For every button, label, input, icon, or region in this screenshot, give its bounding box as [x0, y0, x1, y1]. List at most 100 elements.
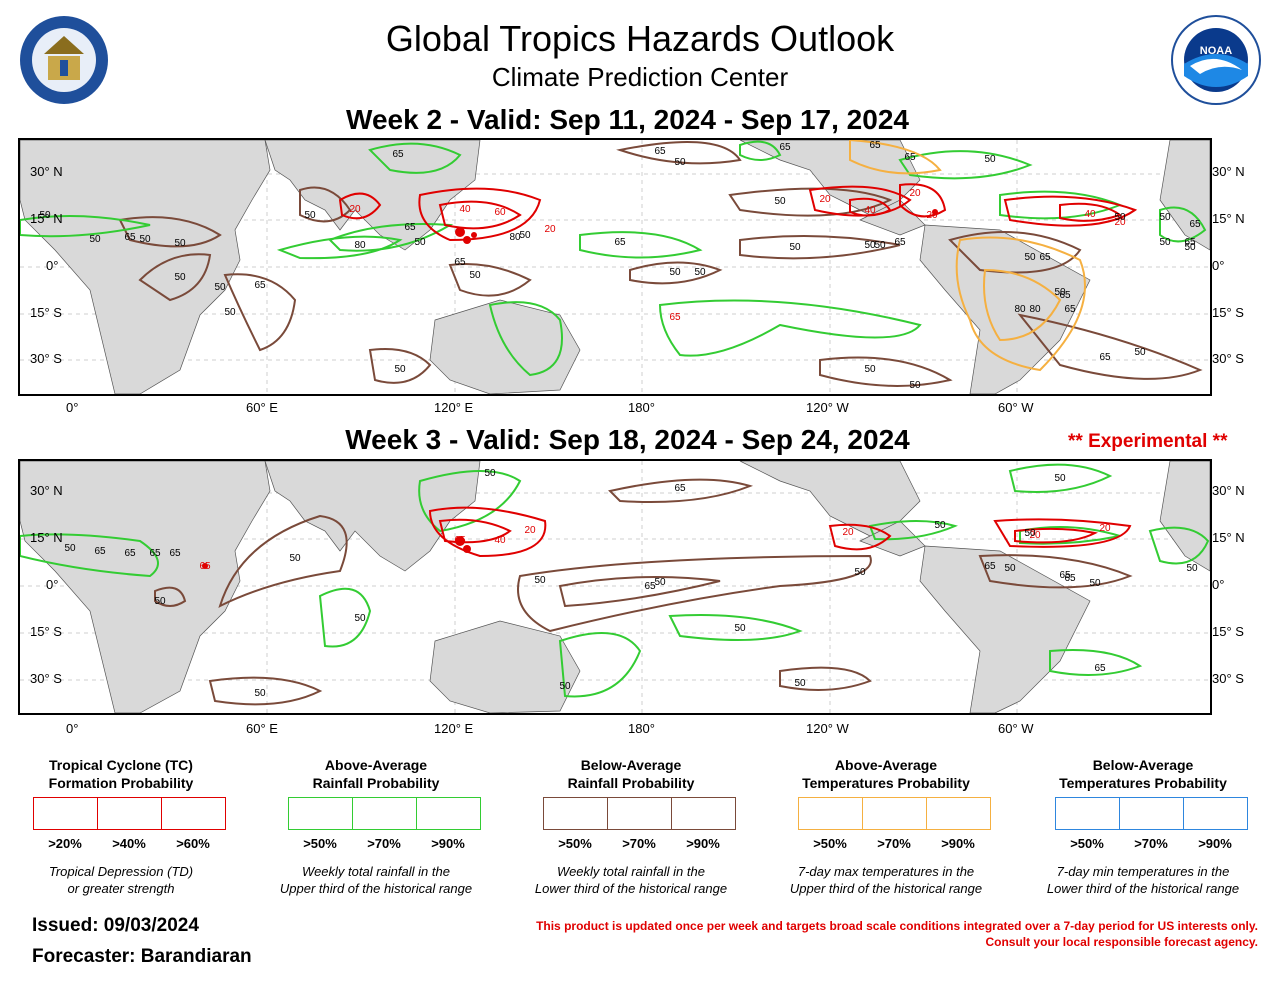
- contour-label-wet: 80: [354, 240, 366, 251]
- legend-swatch-2: [543, 797, 736, 830]
- contour-label-tc: 20: [349, 204, 361, 215]
- legend-level-label: >40%: [112, 836, 146, 851]
- forecaster-name: Forecaster: Barandiaran: [32, 946, 252, 967]
- legend-desc-line1-4: 7-day min temperatures in the: [1056, 864, 1230, 879]
- week2-lat-right-15n: 15° N: [1212, 211, 1245, 226]
- contour-label-dry: 50: [694, 267, 706, 278]
- contour-label-dry: 50: [789, 242, 801, 253]
- legend-title-line1-1: Above-Average: [324, 757, 428, 773]
- page-title: Global Tropics Hazards Outlook: [385, 18, 895, 59]
- contour-label-dry: 65: [1064, 573, 1076, 584]
- legend-title-line1-0: Tropical Cyclone (TC): [49, 757, 193, 773]
- legend-title-line1-2: Below-Average: [580, 757, 682, 773]
- legend-swatch-box: [352, 797, 416, 830]
- contour-label-wet: 50: [984, 154, 996, 165]
- contour-label-tc: 40: [494, 535, 506, 546]
- legend-swatch-box: [607, 797, 671, 830]
- contour-label-warm: 65: [869, 140, 881, 151]
- legend-level-label: >70%: [1134, 836, 1168, 851]
- legend-title-1: Above-Average Rainfall Probability: [266, 756, 486, 792]
- week2-lon-120e: 120° E: [434, 400, 474, 415]
- contour-label-wet: 50: [1114, 212, 1126, 223]
- contour-label-wet: 65: [392, 149, 404, 160]
- week3-lon-0: 0°: [66, 721, 79, 736]
- contour-label-tc: 40: [1084, 209, 1096, 220]
- legend-level-label: >50%: [1070, 836, 1104, 851]
- issued-date: Issued: 09/03/2024: [32, 915, 199, 936]
- week3-lat-right-15s: 15° S: [1212, 624, 1244, 639]
- week2-map: 20 40 60 20 20 40 20 20 40 20 65 65 65 50 50 50 80 65 80 65…: [18, 138, 1212, 396]
- contour-label-dry: 65: [1099, 352, 1111, 363]
- legend-levels-1: >50% >70% >90%: [288, 836, 480, 851]
- week3-lat-right-30s: 30° S: [1212, 671, 1244, 686]
- week2-lon-60e: 60° E: [246, 400, 278, 415]
- contour-label-wet: 80: [509, 232, 521, 243]
- page-subtitle: Climate Prediction Center: [491, 62, 789, 92]
- contour-label-dry: 65: [1059, 570, 1071, 581]
- contour-label-tc: 40: [864, 205, 876, 216]
- contour-label-tc: 20: [842, 527, 854, 538]
- contour-label-dry: 50: [669, 267, 681, 278]
- legend-level-label: >20%: [48, 836, 82, 851]
- legend-swatch-3: [798, 797, 991, 830]
- legend-level-label: >70%: [367, 836, 401, 851]
- contour-label-dry: 50: [794, 678, 806, 689]
- contour-label-dry: 50: [909, 380, 921, 391]
- contour-label-wet: 65: [779, 142, 791, 153]
- legend-title-3: Above-Average Temperatures Probability: [776, 756, 996, 792]
- legend-desc-line2-2: Lower third of the historical range: [534, 881, 728, 896]
- week2-lat-right-0: 0°: [1212, 258, 1225, 273]
- contour-label-wet: 50: [1159, 212, 1171, 223]
- contour-label-wet: 65: [894, 237, 906, 248]
- contour-label-dry: 50: [154, 596, 166, 607]
- contour-label-dry: 65: [654, 146, 666, 157]
- legend-level-label: >90%: [1198, 836, 1232, 851]
- contour-label-wet: 50: [734, 623, 746, 634]
- contour-label-warm: 65: [904, 152, 916, 163]
- week3-lat-right-15n: 15° N: [1212, 530, 1245, 545]
- contour-label-wet: 65: [94, 546, 106, 557]
- noaa-logo-text: NOAA: [1200, 45, 1232, 57]
- contour-label-wet: 50: [1186, 563, 1198, 574]
- legend-swatch-box: [1055, 797, 1119, 830]
- contour-label-wet: 50: [484, 468, 496, 479]
- contour-label-dry: 50: [394, 364, 406, 375]
- contour-label-dry: 50: [304, 210, 316, 221]
- contour-label-tc: 20: [909, 188, 921, 199]
- contour-label-wet: 50: [64, 543, 76, 554]
- legend-title-0: Tropical Cyclone (TC) Formation Probabili…: [11, 756, 231, 792]
- legend-swatch-box: [1119, 797, 1183, 830]
- contour-label-tc: 65: [454, 535, 466, 546]
- legend-level-label: >70%: [877, 836, 911, 851]
- legend-desc-line1-1: Weekly total rainfall in the: [302, 864, 450, 879]
- contour-label-wet: 65: [124, 548, 136, 559]
- week2-title: Week 2 - Valid: Sep 11, 2024 - Sep 17, 2…: [346, 104, 909, 135]
- contour-label-wet: 65: [169, 548, 181, 559]
- week3-lat-right-30n: 30° N: [1212, 483, 1245, 498]
- legend-title-line2-2: Rainfall Probability: [567, 775, 695, 791]
- contour-label-wet: 50: [1054, 473, 1066, 484]
- legend-desc-line2-1: Upper third of the historical range: [279, 881, 473, 896]
- contour-label-dry: 50: [214, 282, 226, 293]
- legend-swatch-box: [543, 797, 607, 830]
- legend-title-line1-3: Above-Average: [834, 757, 938, 773]
- contour-label-wet: 50: [89, 234, 101, 245]
- week3-lon-120e: 120° E: [434, 721, 474, 736]
- legend-swatch-0: [33, 797, 226, 830]
- legend-description-4: 7-day min temperatures in the Lower third…: [1023, 863, 1263, 897]
- contour-label-dry: 50: [174, 272, 186, 283]
- contour-label-dry: 50: [469, 270, 481, 281]
- legend-title-line2-0: Formation Probability: [48, 775, 194, 791]
- contour-label-dry: 50: [864, 240, 876, 251]
- legend-title-line2-3: Temperatures Probability: [802, 775, 970, 791]
- contour-label-wet: 50: [559, 681, 571, 692]
- contour-label-tc: 20: [1029, 530, 1041, 541]
- contour-label-dry: 65: [984, 561, 996, 572]
- disclaimer-line-2: Consult your local responsible forecast …: [985, 935, 1258, 949]
- legend-desc-line2-4: Lower third of the historical range: [1046, 881, 1240, 896]
- contour-label-dry: 50: [774, 196, 786, 207]
- week3-lon-60e: 60° E: [246, 721, 278, 736]
- contour-label-dry: 65: [124, 232, 136, 243]
